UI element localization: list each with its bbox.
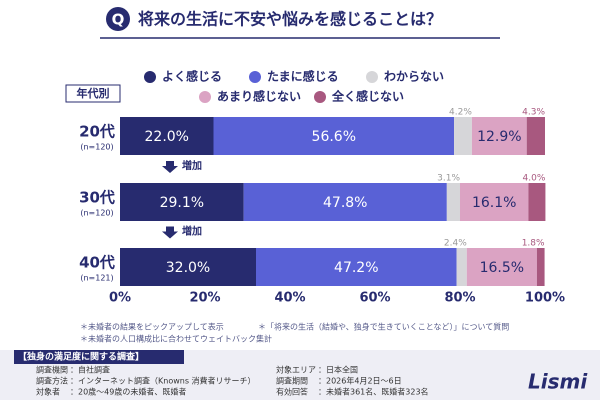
bar-segment xyxy=(213,117,455,155)
bar-segment xyxy=(456,248,467,286)
title-mark-circle xyxy=(106,7,130,31)
category-label: 40代 xyxy=(79,254,115,272)
bar-segment xyxy=(446,183,460,221)
value-label: 2.4% xyxy=(444,239,467,249)
category-note: (n=120) xyxy=(80,143,113,152)
survey-item-value: ：2026年4月2日〜6日 xyxy=(318,376,402,386)
survey-item-label: 調査期間 xyxy=(276,376,308,386)
survey-title: 【独身の満足度に関する調査】 xyxy=(18,351,144,363)
axis-label-box xyxy=(65,84,121,103)
value-label: 1.8% xyxy=(522,239,545,249)
bar-segment xyxy=(120,248,256,286)
trend-label: 増加 xyxy=(182,225,202,238)
value-label: 12.9% xyxy=(477,129,521,145)
legend-label: よく感じる xyxy=(162,69,222,84)
value-label: 56.6% xyxy=(312,129,356,145)
category-note: (n=120) xyxy=(80,209,113,218)
logo: Lismi xyxy=(528,370,588,394)
legend-label: たまに感じる xyxy=(267,69,339,84)
value-label: 32.0% xyxy=(166,260,210,276)
bar-segment xyxy=(536,248,545,286)
bar-segment xyxy=(471,117,527,155)
axis-label: 年代別 xyxy=(77,86,110,100)
legend-marker xyxy=(366,71,378,83)
x-tick-label: 60% xyxy=(359,291,390,306)
legend-marker xyxy=(314,91,326,103)
survey-item-label: 対象者 xyxy=(36,387,60,397)
survey-item-value: ：日本全国 xyxy=(318,365,358,375)
x-tick-label: 0% xyxy=(109,291,131,306)
legend-label: あまり感じない xyxy=(217,89,301,104)
value-label: 16.5% xyxy=(480,260,524,276)
value-label: 16.1% xyxy=(472,195,516,211)
value-label: 22.0% xyxy=(145,129,189,145)
survey-item-label: 有効回答 xyxy=(276,387,308,397)
value-label: 47.2% xyxy=(334,260,378,276)
survey-item-value: ：インターネット調査（Knowns 消費者リサーチ） xyxy=(70,376,256,386)
bar-segment xyxy=(528,183,546,221)
legend-label: 全く感じない xyxy=(331,89,404,104)
value-label: 4.2% xyxy=(449,108,472,118)
survey-item-label: 対象エリア xyxy=(276,365,316,375)
survey-item-label: 調査機関 xyxy=(36,365,68,375)
note: ＊未婚者の人口構成比に合わせてウェイトバック集計 xyxy=(80,334,272,344)
bar-segment xyxy=(243,183,447,221)
value-label: 29.1% xyxy=(160,195,204,211)
bar-segment xyxy=(526,117,545,155)
value-label: 47.8% xyxy=(323,195,367,211)
value-label: 4.3% xyxy=(522,108,545,118)
x-tick-label: 100% xyxy=(525,291,565,306)
background xyxy=(0,0,600,350)
category-label: 30代 xyxy=(79,189,115,207)
survey-item-value: ：自社調査 xyxy=(70,365,110,375)
bar-segment xyxy=(466,248,537,286)
trend-label: 増加 xyxy=(182,159,202,172)
bar-segment xyxy=(120,117,214,155)
x-tick-label: 80% xyxy=(444,291,475,306)
title-mark: Q xyxy=(112,11,125,29)
bar-segment xyxy=(120,183,244,221)
survey-item-value: ：20歳〜49歳の未婚者、既婚者 xyxy=(70,387,186,397)
legend-marker xyxy=(199,91,211,103)
legend-label: わからない xyxy=(384,70,444,84)
bar-segment xyxy=(454,117,472,155)
x-tick-label: 40% xyxy=(274,291,305,306)
legend-marker xyxy=(249,71,261,83)
bar-segment xyxy=(460,183,529,221)
legend-marker xyxy=(144,71,156,83)
chart-title: 将来の生活に不安や悩みを感じることは？ xyxy=(138,10,442,29)
value-label: 3.1% xyxy=(437,174,460,184)
category-label: 20代 xyxy=(79,123,115,141)
value-label: 4.0% xyxy=(523,174,546,184)
trend-arrow xyxy=(162,226,178,239)
note: ＊「将来の生活（結婚や、独身で生きていくことなど）」について質問 xyxy=(258,322,509,332)
x-tick-label: 20% xyxy=(189,291,220,306)
note: ＊未婚者の結果をピックアップして表示 xyxy=(80,322,224,332)
category-note: (n=121) xyxy=(80,274,113,283)
bar-segment xyxy=(256,248,457,286)
trend-arrow xyxy=(162,161,178,173)
survey-item-value: ：未婚者361名、既婚者323名 xyxy=(318,387,429,397)
survey-item-label: 調査方法 xyxy=(36,376,68,386)
survey-title-bg xyxy=(14,350,184,364)
